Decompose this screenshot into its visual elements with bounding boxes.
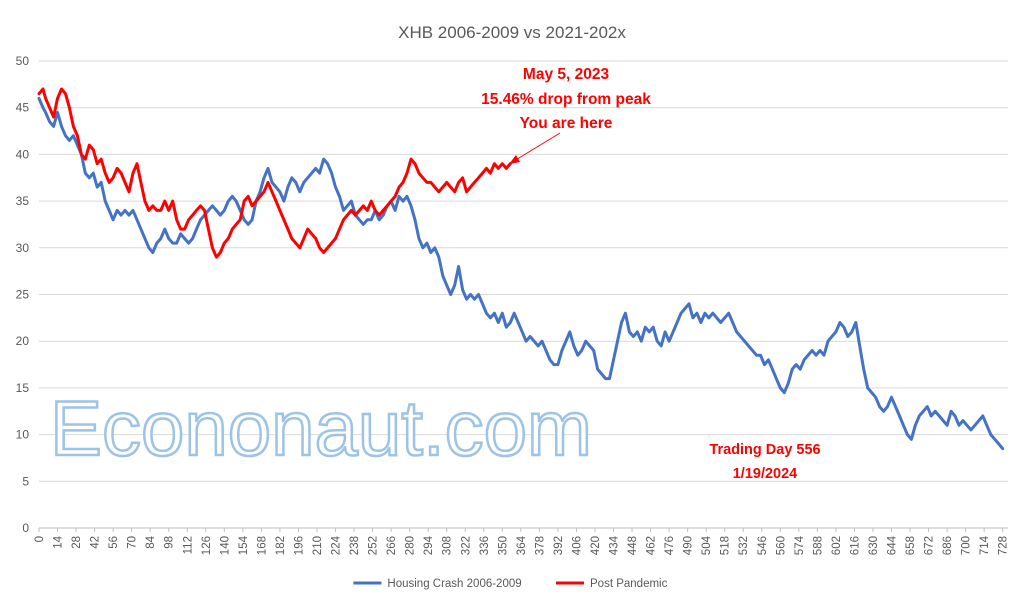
x-tick-label: 574: [794, 535, 806, 555]
x-tick-label: 644: [887, 535, 899, 555]
x-tick-label: 56: [108, 536, 120, 549]
x-tick-label: 504: [701, 535, 713, 555]
y-tick-label: 45: [16, 101, 30, 115]
annotation-text: 15.46% drop from peak: [481, 91, 651, 108]
axes: 0 5 10 15 20 25 30 35 40 45 50 0 14 28 42 56 70 84 98 112 12…: [16, 54, 1010, 555]
x-tick-label: 616: [849, 536, 861, 555]
x-tick-label: 406: [571, 536, 583, 555]
annotation-text: May 5, 2023: [523, 66, 610, 83]
annotation-arrowhead: [509, 155, 520, 164]
x-tick-label: 532: [738, 536, 750, 555]
x-tick-label: 0: [34, 536, 46, 542]
annotation-text: 1/19/2024: [733, 466, 798, 482]
x-tick-label: 224: [331, 535, 343, 555]
y-tick-label: 30: [16, 241, 30, 255]
x-tick-label: 266: [386, 536, 398, 555]
x-tick-label: 490: [683, 536, 695, 555]
x-tick-label: 84: [145, 535, 157, 548]
x-tick-label: 700: [961, 536, 973, 555]
annotation-text: Trading Day 556: [709, 442, 820, 458]
x-tick-label: 112: [182, 536, 194, 554]
x-tick-label: 308: [442, 536, 454, 555]
x-tick-label: 238: [349, 536, 361, 555]
annotations: May 5, 2023 15.46% drop from peak You are …: [481, 66, 820, 482]
x-tick-label: 378: [534, 536, 546, 555]
y-tick-label: 50: [16, 54, 30, 68]
x-tick-label: 448: [627, 536, 639, 555]
x-tick-label: 602: [831, 536, 843, 555]
x-tick-label: 210: [312, 536, 324, 555]
series-line-housing-crash: [37, 96, 1005, 451]
watermark-text: Econonaut.com: [50, 384, 592, 472]
legend-label: Post Pandemic: [590, 578, 668, 590]
x-tick-label: 98: [164, 536, 176, 549]
annotation-text: You are here: [520, 115, 613, 132]
x-tick-label: 182: [275, 536, 287, 555]
x-tick-label: 420: [590, 536, 602, 555]
x-tick-label: 672: [924, 536, 936, 555]
series-line-post-pandemic: [37, 87, 512, 259]
x-tick-label: 686: [942, 536, 954, 555]
x-tick-label: 350: [497, 536, 509, 555]
x-tick-label: 196: [293, 536, 305, 555]
x-tick-label: 140: [219, 536, 231, 555]
x-tick-label: 518: [720, 536, 732, 555]
y-tick-label: 25: [16, 288, 30, 302]
y-tick-label: 0: [22, 521, 29, 535]
x-tick-label: 364: [516, 535, 528, 555]
y-tick-label: 20: [16, 334, 30, 348]
x-tick-label: 476: [664, 536, 676, 555]
grid: [39, 60, 1008, 482]
x-tick-label: 14: [53, 535, 65, 548]
watermark: Econonaut.com: [49, 383, 594, 474]
annotation-arrow: [513, 132, 561, 162]
x-tick-label: 728: [998, 536, 1010, 555]
x-tick-label: 434: [609, 535, 621, 555]
x-tick-label: 322: [460, 536, 472, 555]
x-tick-label: 336: [479, 536, 491, 555]
y-tick-label: 10: [16, 428, 30, 442]
chart-title: XHB 2006-2009 vs 2021-202x: [398, 23, 626, 42]
x-tick-label: 28: [71, 536, 83, 549]
x-tick-label: 560: [775, 536, 787, 555]
x-tick-label: 168: [256, 536, 268, 555]
x-tick-label: 588: [812, 536, 824, 555]
y-tick-label: 5: [22, 474, 29, 488]
legend-label: Housing Crash 2006-2009: [387, 578, 521, 590]
x-tick-label: 70: [127, 536, 139, 549]
x-tick-label: 294: [423, 535, 435, 555]
y-tick-label: 40: [16, 147, 30, 161]
x-tick-label: 42: [90, 536, 102, 549]
y-tick-label: 15: [16, 381, 30, 395]
x-tick-label: 462: [646, 536, 658, 555]
x-tick-label: 126: [201, 536, 213, 555]
x-tick-label: 154: [238, 535, 250, 555]
legend: Housing Crash 2006-2009 Post Pandemic: [353, 578, 668, 590]
x-tick-label: 546: [757, 536, 769, 555]
x-tick-label: 392: [553, 536, 565, 555]
y-tick-label: 35: [16, 194, 30, 208]
x-tick-label: 252: [368, 536, 380, 555]
x-tick-label: 714: [979, 535, 991, 555]
series: [37, 87, 1005, 451]
x-tick-label: 658: [905, 536, 917, 555]
x-tick-label: 630: [868, 536, 880, 555]
x-tick-label: 280: [405, 536, 417, 555]
